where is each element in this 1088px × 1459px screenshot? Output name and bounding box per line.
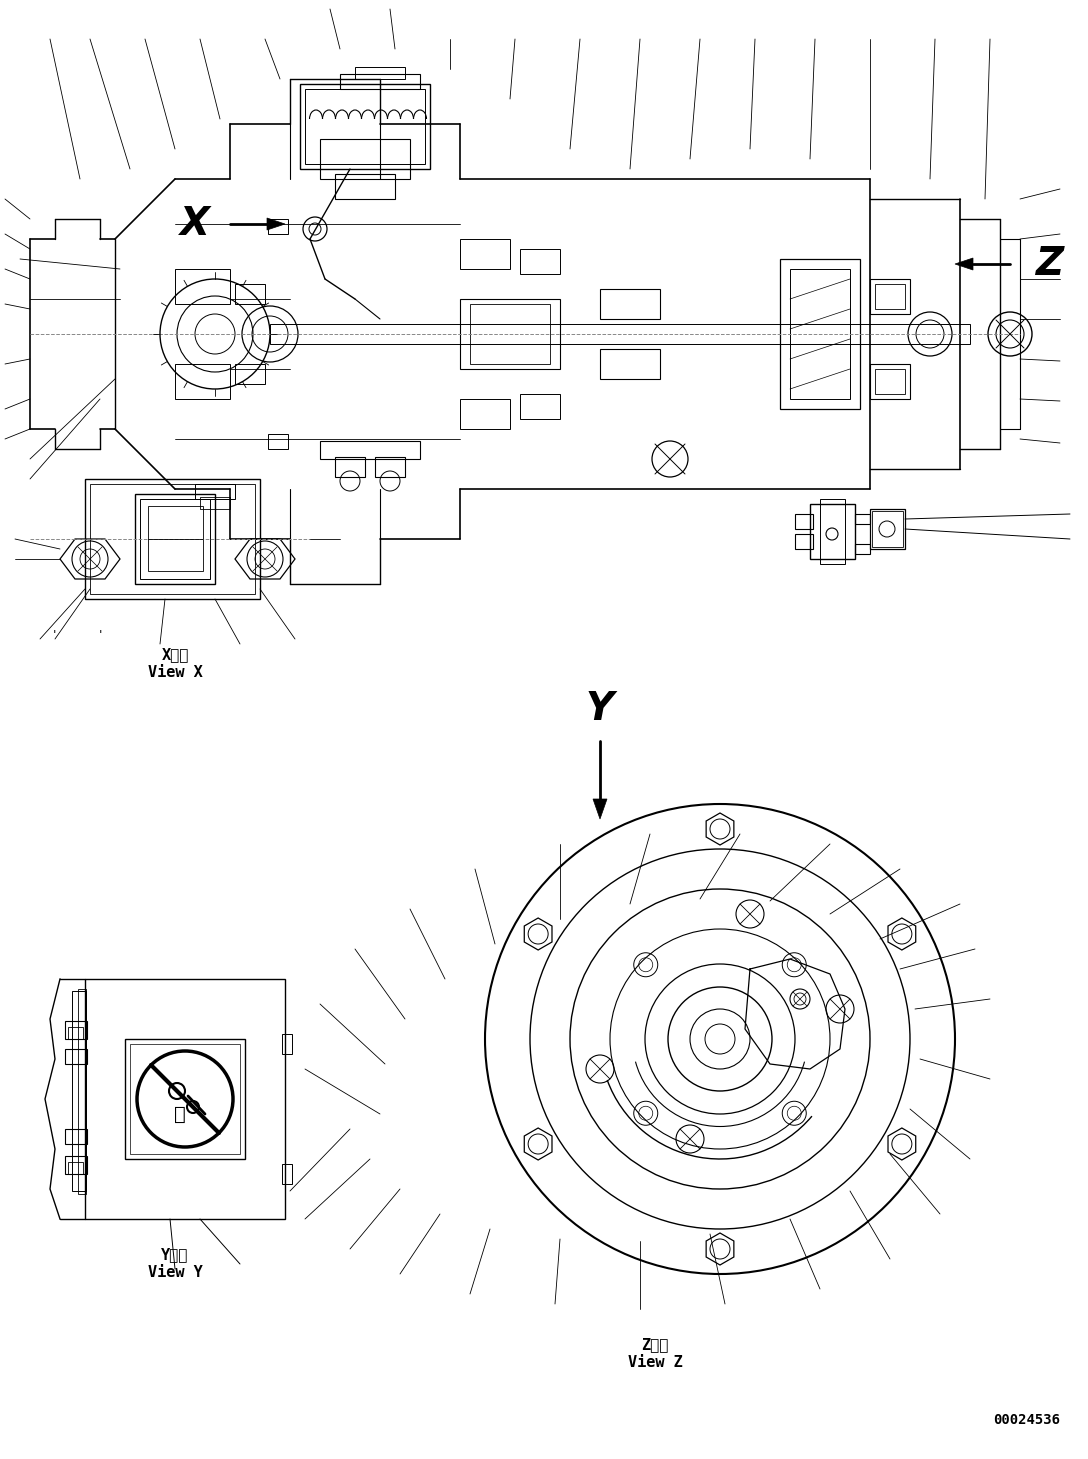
Bar xyxy=(820,499,845,565)
Bar xyxy=(129,1045,240,1154)
Bar xyxy=(320,441,420,460)
Bar xyxy=(335,457,364,477)
Bar xyxy=(135,495,215,584)
Bar xyxy=(270,324,970,344)
Bar xyxy=(875,285,905,309)
Bar xyxy=(65,1156,87,1174)
Bar xyxy=(375,457,405,477)
Bar xyxy=(795,534,813,549)
Bar xyxy=(320,139,410,179)
Bar xyxy=(90,484,255,594)
Bar xyxy=(460,398,510,429)
Bar xyxy=(67,1161,83,1174)
Bar xyxy=(282,1034,292,1053)
Polygon shape xyxy=(593,800,607,818)
Bar xyxy=(599,289,660,320)
Bar xyxy=(65,1021,87,1039)
Bar xyxy=(780,260,860,409)
Bar xyxy=(305,89,425,163)
Bar xyxy=(268,219,288,233)
Text: Y: Y xyxy=(586,690,614,728)
Bar xyxy=(870,363,910,398)
Text: ': ' xyxy=(53,629,57,642)
Bar xyxy=(78,989,86,1193)
Bar xyxy=(235,285,265,303)
Bar xyxy=(148,506,203,570)
Bar xyxy=(855,514,870,524)
Text: Z: Z xyxy=(1036,245,1064,283)
Text: View Z: View Z xyxy=(628,1355,682,1370)
Polygon shape xyxy=(267,217,285,231)
Bar xyxy=(795,514,813,530)
Bar xyxy=(520,394,560,419)
Bar xyxy=(870,279,910,314)
Bar xyxy=(125,1039,245,1158)
Bar xyxy=(85,479,260,600)
Text: X　視: X 視 xyxy=(161,646,188,662)
Bar xyxy=(175,363,230,398)
Bar xyxy=(335,174,395,198)
Bar xyxy=(855,544,870,554)
Polygon shape xyxy=(955,258,973,270)
Text: ': ' xyxy=(98,629,102,642)
Bar xyxy=(355,67,405,79)
Bar xyxy=(875,369,905,394)
Text: 00024536: 00024536 xyxy=(993,1412,1060,1427)
Bar xyxy=(790,268,850,398)
Text: Y　視: Y 視 xyxy=(161,1247,188,1262)
Text: 🔧: 🔧 xyxy=(174,1104,186,1123)
Bar xyxy=(460,299,560,369)
Bar xyxy=(140,499,210,579)
Bar xyxy=(235,363,265,384)
Bar xyxy=(870,509,905,549)
Bar xyxy=(460,239,510,268)
Text: View Y: View Y xyxy=(148,1265,202,1280)
Bar xyxy=(72,991,86,1191)
Bar xyxy=(520,249,560,274)
Bar xyxy=(67,1027,83,1039)
Text: View X: View X xyxy=(148,665,202,680)
Bar xyxy=(282,1164,292,1185)
Bar xyxy=(200,498,230,509)
Bar xyxy=(809,503,855,559)
Text: X: X xyxy=(180,206,210,244)
Bar xyxy=(195,484,235,499)
Bar xyxy=(268,433,288,449)
Bar xyxy=(599,349,660,379)
Bar xyxy=(470,303,551,363)
Bar xyxy=(300,85,430,169)
Bar xyxy=(85,979,285,1220)
Bar xyxy=(65,1129,87,1144)
Text: Z　視: Z 視 xyxy=(641,1336,669,1352)
Bar xyxy=(65,1049,87,1064)
Circle shape xyxy=(137,1050,233,1147)
Bar xyxy=(175,268,230,303)
Bar xyxy=(339,74,420,89)
Bar xyxy=(871,511,903,547)
